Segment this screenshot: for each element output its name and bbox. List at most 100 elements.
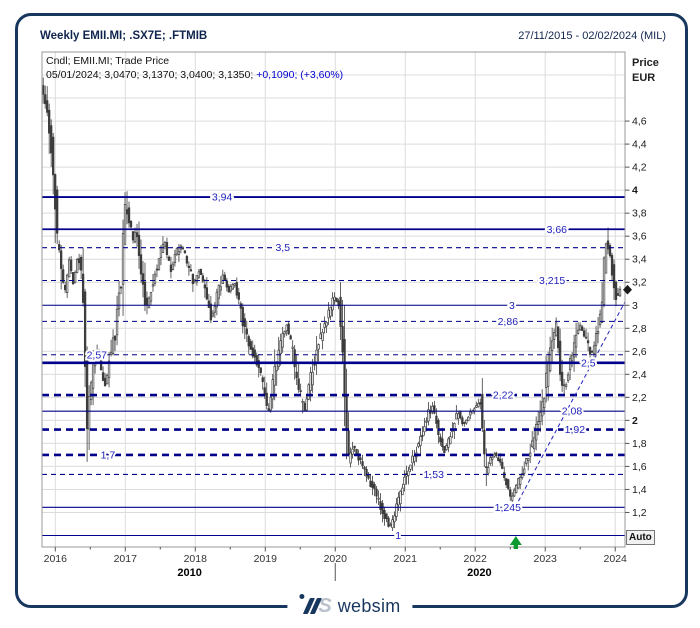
candle: [547, 361, 550, 387]
auto-scale-button[interactable]: Auto: [626, 530, 655, 545]
candle: [604, 243, 608, 274]
candle: [379, 501, 382, 510]
candle: [115, 308, 119, 336]
candle: [293, 349, 296, 368]
candle: [535, 423, 538, 441]
level-label: 2,86: [498, 316, 519, 328]
candle: [48, 109, 51, 134]
candle: [89, 382, 93, 401]
y-tick-label: 4,6: [632, 116, 647, 128]
candle: [519, 476, 522, 485]
candle: [267, 408, 270, 411]
candle: [517, 478, 520, 489]
candle: [197, 271, 201, 278]
candle: [457, 413, 460, 419]
level-label: 2,08: [562, 406, 583, 418]
candle: [521, 473, 524, 479]
candle: [249, 341, 252, 350]
candle: [153, 273, 157, 284]
x-tick-label: 2018: [184, 553, 208, 565]
candle: [315, 349, 318, 364]
x-tick-label: 2016: [44, 553, 68, 565]
candle: [279, 340, 282, 355]
decade-label: 2010: [177, 567, 201, 579]
candle: [455, 413, 458, 420]
level-label: 1: [395, 530, 401, 542]
candle: [77, 258, 81, 264]
candle: [513, 489, 516, 497]
candle: [225, 280, 228, 288]
candle: [239, 303, 242, 309]
candle: [357, 453, 360, 461]
candle: [501, 462, 504, 469]
candle: [467, 416, 470, 422]
candle: [608, 245, 612, 257]
candle: [231, 284, 234, 290]
level-label: 3,66: [547, 224, 568, 236]
candle: [44, 94, 47, 105]
candle: [105, 374, 109, 385]
candle: [473, 408, 476, 412]
y-tick-label: 1,6: [632, 461, 647, 473]
candle: [107, 360, 111, 378]
candle: [570, 354, 574, 362]
candle: [531, 440, 534, 447]
candle: [590, 351, 594, 353]
candle: [79, 256, 83, 271]
candle: [321, 331, 324, 341]
candle: [253, 349, 256, 358]
candle: [618, 288, 622, 297]
candle: [307, 384, 310, 400]
candle: [329, 307, 332, 317]
x-tick-label: 2020: [324, 553, 348, 565]
candle: [353, 445, 356, 449]
candle: [121, 233, 125, 285]
candle: [443, 446, 446, 454]
candle: [159, 246, 163, 258]
candle: [75, 259, 79, 273]
candle: [562, 384, 566, 387]
candle: [527, 458, 530, 461]
candle: [50, 125, 53, 154]
candle: [245, 328, 248, 335]
y-tick-label: 2,6: [632, 346, 647, 358]
candle: [167, 256, 171, 261]
candle: [283, 331, 286, 335]
candlestick-series: [42, 77, 622, 532]
candle: [175, 247, 179, 255]
candle: [499, 459, 502, 463]
candle: [151, 284, 155, 287]
candle: [349, 452, 352, 464]
trend-line[interactable]: [514, 301, 626, 508]
candle: [161, 244, 165, 253]
candle: [317, 344, 320, 350]
candle: [469, 411, 472, 416]
candle: [509, 489, 512, 497]
candle: [465, 419, 468, 424]
candle: [52, 136, 55, 176]
decade-label: 2020: [467, 567, 491, 579]
candle: [103, 377, 107, 387]
candle: [525, 458, 528, 464]
candle: [157, 258, 161, 270]
candle: [537, 421, 540, 425]
candle: [211, 312, 214, 317]
candle: [259, 367, 262, 373]
candle: [493, 453, 496, 457]
candle: [83, 291, 87, 367]
candle: [566, 374, 570, 381]
candle: [169, 264, 173, 272]
candle: [371, 481, 374, 488]
candle: [73, 271, 77, 283]
candle: [281, 333, 284, 348]
candle: [62, 269, 65, 283]
x-axis: 2016 2017 2018 2019 2020 2021 2022 2023 2024 2010…: [44, 547, 627, 581]
candle: [261, 377, 264, 383]
candle: [189, 269, 193, 272]
candle: [447, 438, 450, 448]
candle: [123, 204, 127, 245]
candle: [395, 503, 398, 517]
candle: [319, 333, 322, 339]
candle: [131, 231, 135, 241]
